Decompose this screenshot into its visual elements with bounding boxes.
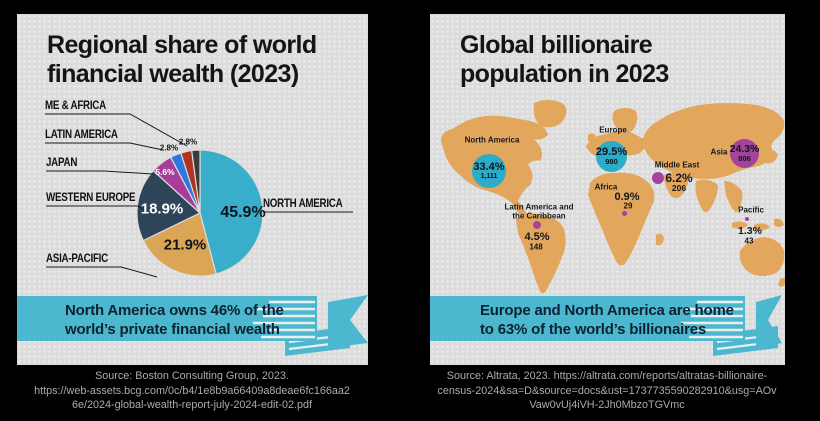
pie-label-north-america: NORTH AMERICA: [263, 198, 343, 210]
pct-asia: 24.3%: [729, 143, 760, 156]
pie-label-latin-america: LATIN AMERICA: [45, 129, 118, 141]
map-label-asia: Asia: [710, 147, 728, 157]
source-line: Source: Boston Consulting Group, 2023.: [95, 370, 289, 382]
banner-line: to 63% of the world’s billionaires: [480, 321, 707, 339]
pie-value-me-africa: 2.8%: [178, 137, 198, 147]
pct-africa: 0.9%: [614, 191, 640, 203]
count-asia: 806: [738, 154, 751, 164]
banner-callout: Europe and North America are home to 63%…: [480, 301, 734, 339]
page-title: Global billionaire population in 2023: [460, 31, 669, 88]
bubble-pacific: [745, 217, 749, 221]
banner-line: world’s private financial wealth: [65, 321, 280, 339]
bubble-middle-east: [652, 172, 664, 184]
bubble-asia: 24.3% 806: [730, 139, 759, 168]
count-north-america: 1,111: [480, 173, 498, 181]
title-line: population in 2023: [460, 59, 669, 88]
source-line: https://web-assets.bcg.com/0c/b4/1e8b9a6…: [34, 384, 350, 397]
source-line: census-2024&sa=D&source=docs&ust=1737735…: [437, 384, 777, 397]
pct-middle-east: 6.2%: [665, 171, 693, 185]
pie-chart: [45, 113, 353, 278]
billionaire-map-panel: Global billionaire population in 2023: [430, 14, 785, 365]
count-pacific: 43: [744, 236, 754, 246]
pie-value-western-europe: 18.9%: [140, 200, 184, 218]
pie-label-asia-pacific: ASIA-PACIFIC: [46, 253, 108, 265]
source-line: Vaw0vUj4iVH-2Jh0MbzoTGVmc: [529, 399, 685, 411]
map-label-africa: Africa: [594, 182, 618, 192]
pie-label-me-africa: ME & AFRICA: [45, 100, 106, 112]
banner-line: Europe and North America are home: [480, 302, 734, 319]
title-line: Regional share of world: [47, 31, 317, 59]
pie-slices: [136, 149, 264, 277]
banner-ribbon: [430, 295, 782, 356]
pie-slice-asia-pacific: [142, 212, 217, 277]
source-citation-left: Source: Boston Consulting Group, 2023. h…: [7, 369, 377, 413]
pct-latam: 4.5%: [524, 231, 550, 243]
count-europe: 980: [605, 157, 618, 167]
pie-value-north-america: 45.9%: [220, 204, 266, 221]
pie-value-latin-america: 2.8%: [159, 143, 179, 153]
banner-callout: North America owns 46% of the world’s pr…: [65, 301, 284, 339]
title-line: Global billionaire: [460, 31, 653, 59]
title-line: financial wealth (2023): [47, 59, 299, 88]
pie-label-western-europe: WESTERN EUROPE: [46, 192, 136, 204]
map-label-middle-east: Middle East: [654, 160, 700, 170]
pie-slice-north-america: [199, 149, 264, 275]
source-line: Source: Altrata, 2023. https://altrata.c…: [446, 370, 768, 382]
pie-label-japan: JAPAN: [46, 157, 78, 169]
map-label-latam-1: Latin America and: [504, 202, 574, 212]
pie-leader-lines: [45, 113, 353, 278]
pie-value-japan: 5.6%: [155, 167, 175, 177]
map-label-latam-2: the Caribbean: [512, 211, 566, 221]
bubble-latam: [533, 221, 541, 229]
bubble-africa: [622, 211, 627, 216]
map-label-north-america: North America: [464, 135, 520, 145]
pie-slice-other-unlabeled-: [191, 149, 201, 214]
wealth-share-panel: Regional share of world financial wealth…: [17, 14, 368, 365]
bubble-north-america: 33.4% 1,111: [472, 154, 506, 188]
pie-value-asia-pacific: 21.9%: [163, 236, 207, 254]
source-line: 6e/2024-global-wealth-report-july-2024-e…: [71, 399, 313, 411]
source-citation-right: Source: Altrata, 2023. https://altrata.c…: [417, 369, 797, 413]
world-map: North America 33.4% 1,111 Europe 29.5% 9…: [430, 95, 785, 300]
count-middle-east: 206: [671, 183, 687, 193]
bubble-europe: 29.5% 980: [596, 141, 627, 172]
map-label-pacific: Pacific: [738, 205, 764, 215]
pct-pacific: 1.3%: [738, 225, 762, 237]
page-title: Regional share of world financial wealth…: [47, 31, 317, 88]
banner-line: North America owns 46% of the: [65, 302, 284, 319]
pct-north-america: 33.4%: [473, 160, 505, 173]
count-africa: 29: [623, 201, 633, 211]
pct-europe: 29.5%: [595, 145, 628, 158]
map-label-europe: Europe: [599, 125, 627, 135]
count-latam: 148: [529, 242, 543, 252]
banner-ribbon: [17, 295, 368, 356]
